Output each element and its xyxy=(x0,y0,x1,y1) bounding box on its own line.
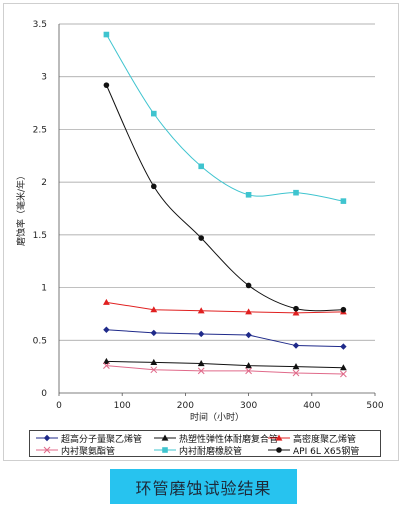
x-tick-label: 300 xyxy=(240,401,257,411)
series-line xyxy=(105,34,344,202)
data-point xyxy=(245,331,252,339)
x-mark-stroke xyxy=(150,366,158,374)
legend-label: 高密度聚乙烯管 xyxy=(293,434,357,445)
x-tick-label: 200 xyxy=(177,401,194,411)
x-tick-label: 0 xyxy=(56,401,62,411)
x-tick-label: 100 xyxy=(114,401,131,411)
legend-item: 热塑性弹性体耐磨复合管 xyxy=(154,432,279,445)
legend-item: API 6L X65钢管 xyxy=(268,444,360,457)
y-tick-label: 2 xyxy=(41,178,47,188)
series-4 xyxy=(103,362,347,378)
legend-swatch xyxy=(268,447,290,453)
series-1 xyxy=(103,326,347,350)
legend-swatch xyxy=(36,446,58,454)
x-mark-stroke xyxy=(340,370,347,378)
y-tick-label: 3.5 xyxy=(33,20,47,30)
legend-label: 热塑性弹性体耐磨复合管 xyxy=(179,434,279,445)
legend-label: 内衬耐磨橡胶管 xyxy=(179,446,243,457)
data-point xyxy=(340,306,347,313)
data-point xyxy=(198,163,204,170)
data-point xyxy=(340,370,347,378)
legend-marker xyxy=(43,446,51,454)
chart-frame xyxy=(3,3,399,461)
data-point xyxy=(340,364,347,371)
y-tick-label: 1.5 xyxy=(33,231,47,241)
data-point xyxy=(103,326,110,333)
x-mark-stroke xyxy=(197,367,205,375)
data-point xyxy=(198,330,205,338)
data-point xyxy=(103,82,110,88)
data-point xyxy=(198,235,204,241)
x-tick-label: 400 xyxy=(303,401,320,411)
y-tick-label: 2.5 xyxy=(33,125,47,135)
data-point xyxy=(103,31,110,38)
series-line xyxy=(105,84,344,312)
legend-item: 内衬聚氨酯管 xyxy=(36,444,116,457)
legend-marker xyxy=(276,447,282,453)
data-point xyxy=(245,308,252,315)
series-3 xyxy=(103,298,347,316)
data-point xyxy=(245,282,252,289)
x-mark-stroke xyxy=(103,362,110,369)
legend-label: 内衬聚氨酯管 xyxy=(61,446,116,457)
series-line xyxy=(106,301,344,314)
data-point xyxy=(340,343,347,350)
y-tick-label: 3 xyxy=(41,73,47,83)
data-point xyxy=(197,359,205,367)
data-point xyxy=(103,357,110,364)
data-point xyxy=(151,110,157,117)
x-tick-label: 500 xyxy=(366,401,383,411)
data-point xyxy=(150,306,158,313)
data-point xyxy=(245,367,252,375)
y-tick-label: 1 xyxy=(41,284,47,294)
legend-marker xyxy=(162,447,168,453)
data-point xyxy=(197,307,205,314)
data-point xyxy=(245,191,252,198)
legend-swatch xyxy=(268,434,290,441)
data-point xyxy=(340,198,347,204)
series-line xyxy=(106,360,344,369)
x-mark-stroke xyxy=(245,367,252,375)
legend-item: 内衬耐磨橡胶管 xyxy=(154,444,243,457)
series-2 xyxy=(103,357,347,371)
legend-swatch xyxy=(154,434,176,441)
data-point xyxy=(292,369,300,377)
data-point xyxy=(151,183,157,190)
chart-caption: 环管磨蚀试验结果 xyxy=(110,469,297,504)
y-axis-title: 磨蚀率（毫米/年） xyxy=(15,171,27,246)
x-mark-stroke xyxy=(292,369,300,377)
data-point xyxy=(245,362,252,369)
x-axis-title: 时间（小时） xyxy=(190,411,244,423)
legend-label: 超高分子量聚乙烯管 xyxy=(61,434,143,445)
data-point xyxy=(292,363,300,370)
series-line xyxy=(106,329,344,348)
y-tick-label: 0 xyxy=(41,389,47,399)
data-point xyxy=(292,309,300,316)
x-mark-stroke xyxy=(43,446,51,454)
data-point xyxy=(292,342,300,349)
data-point xyxy=(293,305,299,312)
series-line xyxy=(106,365,344,375)
data-point xyxy=(103,362,110,369)
data-point xyxy=(103,298,110,305)
data-point xyxy=(293,189,299,196)
legend-marker xyxy=(43,434,51,442)
legend-marker xyxy=(275,434,283,441)
data-point xyxy=(150,366,158,374)
series-6 xyxy=(103,82,347,313)
chart: 0 0.5 1 1.5 2 2.5 3 3.5 0 100 200 300 400 500 时间（小时） 磨蚀… xyxy=(15,20,384,423)
data-point xyxy=(197,367,205,375)
legend: 超高分子量聚乙烯管 热塑性弹性体耐磨复合管 高密度聚乙烯管内衬聚氨酯管 内衬耐磨橡胶管… xyxy=(29,430,381,457)
legend-item: 高密度聚乙烯管 xyxy=(268,432,357,445)
legend-swatch xyxy=(36,434,58,442)
data-point xyxy=(150,329,157,337)
series-5 xyxy=(103,31,347,204)
legend-marker xyxy=(161,434,169,441)
legend-item: 超高分子量聚乙烯管 xyxy=(36,432,143,445)
legend-label: API 6L X65钢管 xyxy=(293,446,360,457)
y-tick-label: 0.5 xyxy=(33,336,47,346)
legend-swatch xyxy=(154,447,176,453)
data-point xyxy=(150,358,158,366)
